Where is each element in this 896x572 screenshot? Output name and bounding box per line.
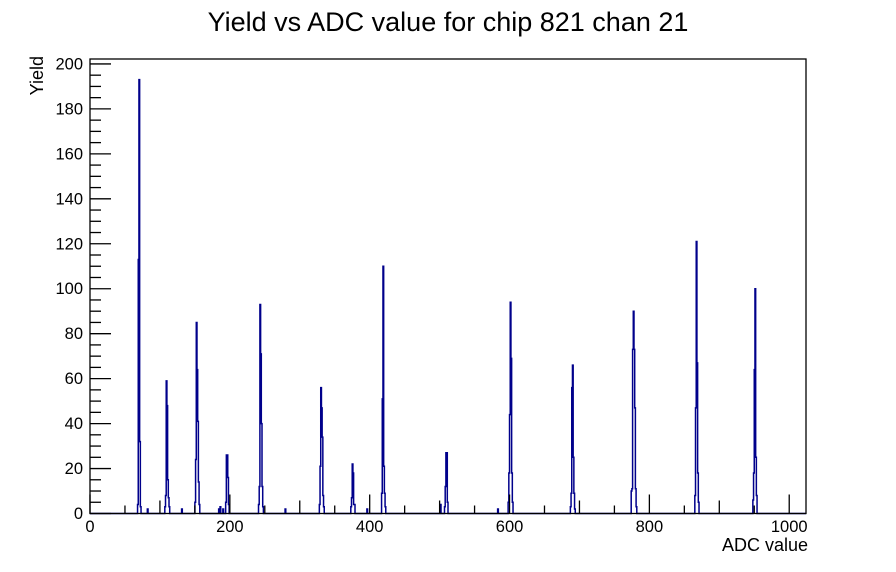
y-tick-label: 100 <box>55 280 83 298</box>
y-tick-label: 80 <box>65 325 83 343</box>
y-tick-label: 0 <box>74 505 83 523</box>
x-tick-label: 600 <box>496 518 524 536</box>
y-tick-label: 60 <box>65 370 83 388</box>
plot-frame <box>89 58 807 515</box>
histogram-path <box>90 78 806 515</box>
y-tick-label: 160 <box>55 145 83 163</box>
y-tick-label: 40 <box>65 415 83 433</box>
y-axis-title: Yield <box>27 56 47 96</box>
x-tick-label: 200 <box>216 518 244 536</box>
y-tick-label: 180 <box>55 100 83 118</box>
x-tick-label: 800 <box>636 518 664 536</box>
x-tick-label: 1000 <box>771 518 808 536</box>
y-tick-label: 20 <box>65 460 83 478</box>
y-tick-label: 200 <box>55 55 83 73</box>
y-tick-label: 140 <box>55 190 83 208</box>
x-tick-label: 400 <box>356 518 384 536</box>
x-tick-label: 0 <box>85 518 94 536</box>
y-tick-label: 120 <box>55 235 83 253</box>
chart-title: Yield vs ADC value for chip 821 chan 21 <box>207 7 689 37</box>
x-axis-title: ADC value <box>721 535 808 555</box>
